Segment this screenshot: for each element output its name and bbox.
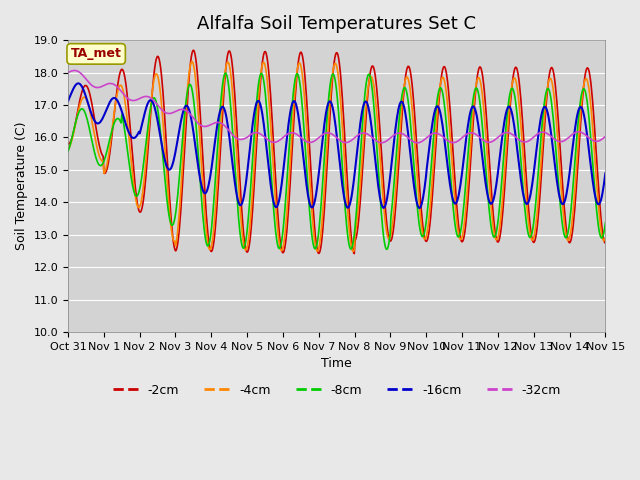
X-axis label: Time: Time bbox=[321, 357, 352, 370]
Legend: -2cm, -4cm, -8cm, -16cm, -32cm: -2cm, -4cm, -8cm, -16cm, -32cm bbox=[108, 379, 566, 402]
Text: TA_met: TA_met bbox=[70, 48, 122, 60]
Title: Alfalfa Soil Temperatures Set C: Alfalfa Soil Temperatures Set C bbox=[197, 15, 476, 33]
Y-axis label: Soil Temperature (C): Soil Temperature (C) bbox=[15, 122, 28, 250]
